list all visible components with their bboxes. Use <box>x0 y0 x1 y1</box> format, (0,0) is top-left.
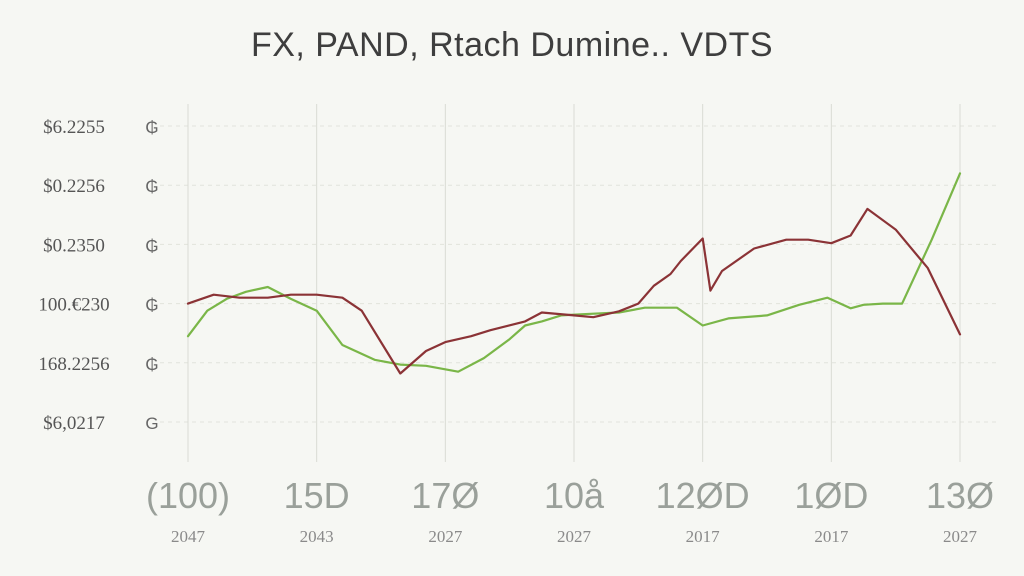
x-tick-label: 13Ø <box>926 475 994 516</box>
y-tick-label: $6.2255 <box>43 117 105 138</box>
y-tick-label: $0.2350 <box>43 235 105 256</box>
series-line-2 <box>186 207 962 375</box>
series-line-1 <box>186 172 962 373</box>
y-tick-label: $0.2256 <box>43 176 105 197</box>
x-tick-sublabel: 2027 <box>557 527 592 546</box>
y-tick-mark: ₲ <box>145 177 158 196</box>
y-tick-mark: ₲ <box>145 236 158 255</box>
x-tick-label: 1ØD <box>794 475 868 516</box>
x-tick-label: 15D <box>284 475 350 516</box>
grid-lines <box>160 104 1000 462</box>
y-tick-label: 168.2256 <box>38 354 109 375</box>
y-axis: $6.2255 ₲ $0.2256 ₲ $0.2350 ₲ 100.€230 ₲ 168.225… <box>38 117 158 434</box>
x-tick-sublabel: 2043 <box>300 527 334 546</box>
x-tick-label: 10å <box>544 475 605 516</box>
y-tick-label: $6,0217 <box>43 413 105 434</box>
y-tick-mark: G <box>145 414 158 433</box>
y-tick-mark: ₲ <box>145 296 158 315</box>
y-tick-mark: ₲ <box>145 118 158 137</box>
x-tick-sublabel: 2017 <box>814 527 849 546</box>
x-tick-sublabel: 2047 <box>171 527 206 546</box>
x-axis: (100) 2047 15D 2043 17Ø 2027 10å 2027 12ØD 2017 1Ø… <box>146 475 994 546</box>
x-tick-label: 12ØD <box>656 475 750 516</box>
x-tick-label: (100) <box>146 475 230 516</box>
x-tick-sublabel: 2017 <box>686 527 721 546</box>
x-tick-sublabel: 2027 <box>943 527 978 546</box>
y-tick-label: 100.€230 <box>38 295 109 316</box>
x-tick-label: 17Ø <box>411 475 479 516</box>
y-tick-mark: ₲ <box>145 355 158 374</box>
chart-title: FX, PAND, Rtach Dumine.. VDTS <box>250 26 774 64</box>
x-tick-sublabel: 2027 <box>428 527 463 546</box>
series-lines <box>186 172 962 375</box>
